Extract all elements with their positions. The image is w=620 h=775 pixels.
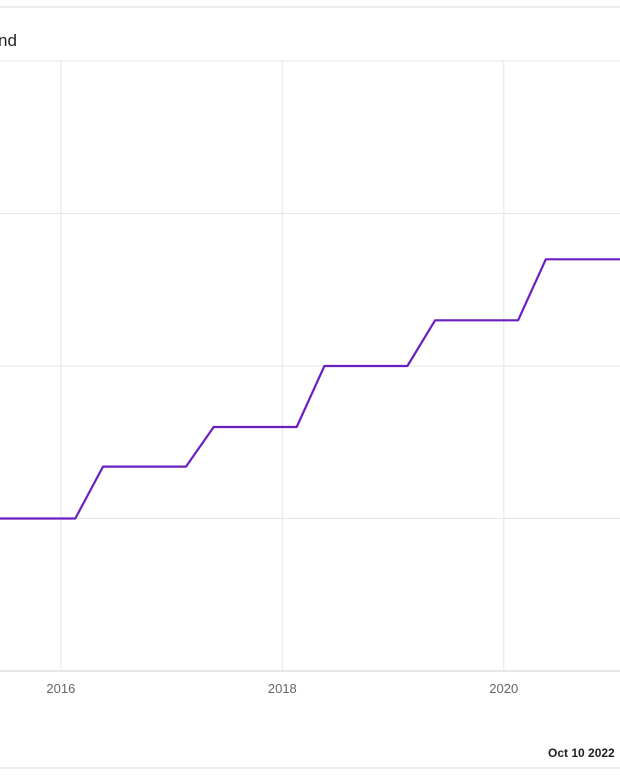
series-line xyxy=(0,258,620,520)
chart-header-title: nd xyxy=(0,31,17,50)
x-tick-label: 2020 xyxy=(489,681,518,696)
x-tick-label: 2018 xyxy=(268,681,297,696)
plot-area: 2016 2018 2020 xyxy=(0,60,620,696)
footer-date: Oct 10 2022 xyxy=(548,746,615,760)
x-tick-label: 2016 xyxy=(46,681,75,696)
